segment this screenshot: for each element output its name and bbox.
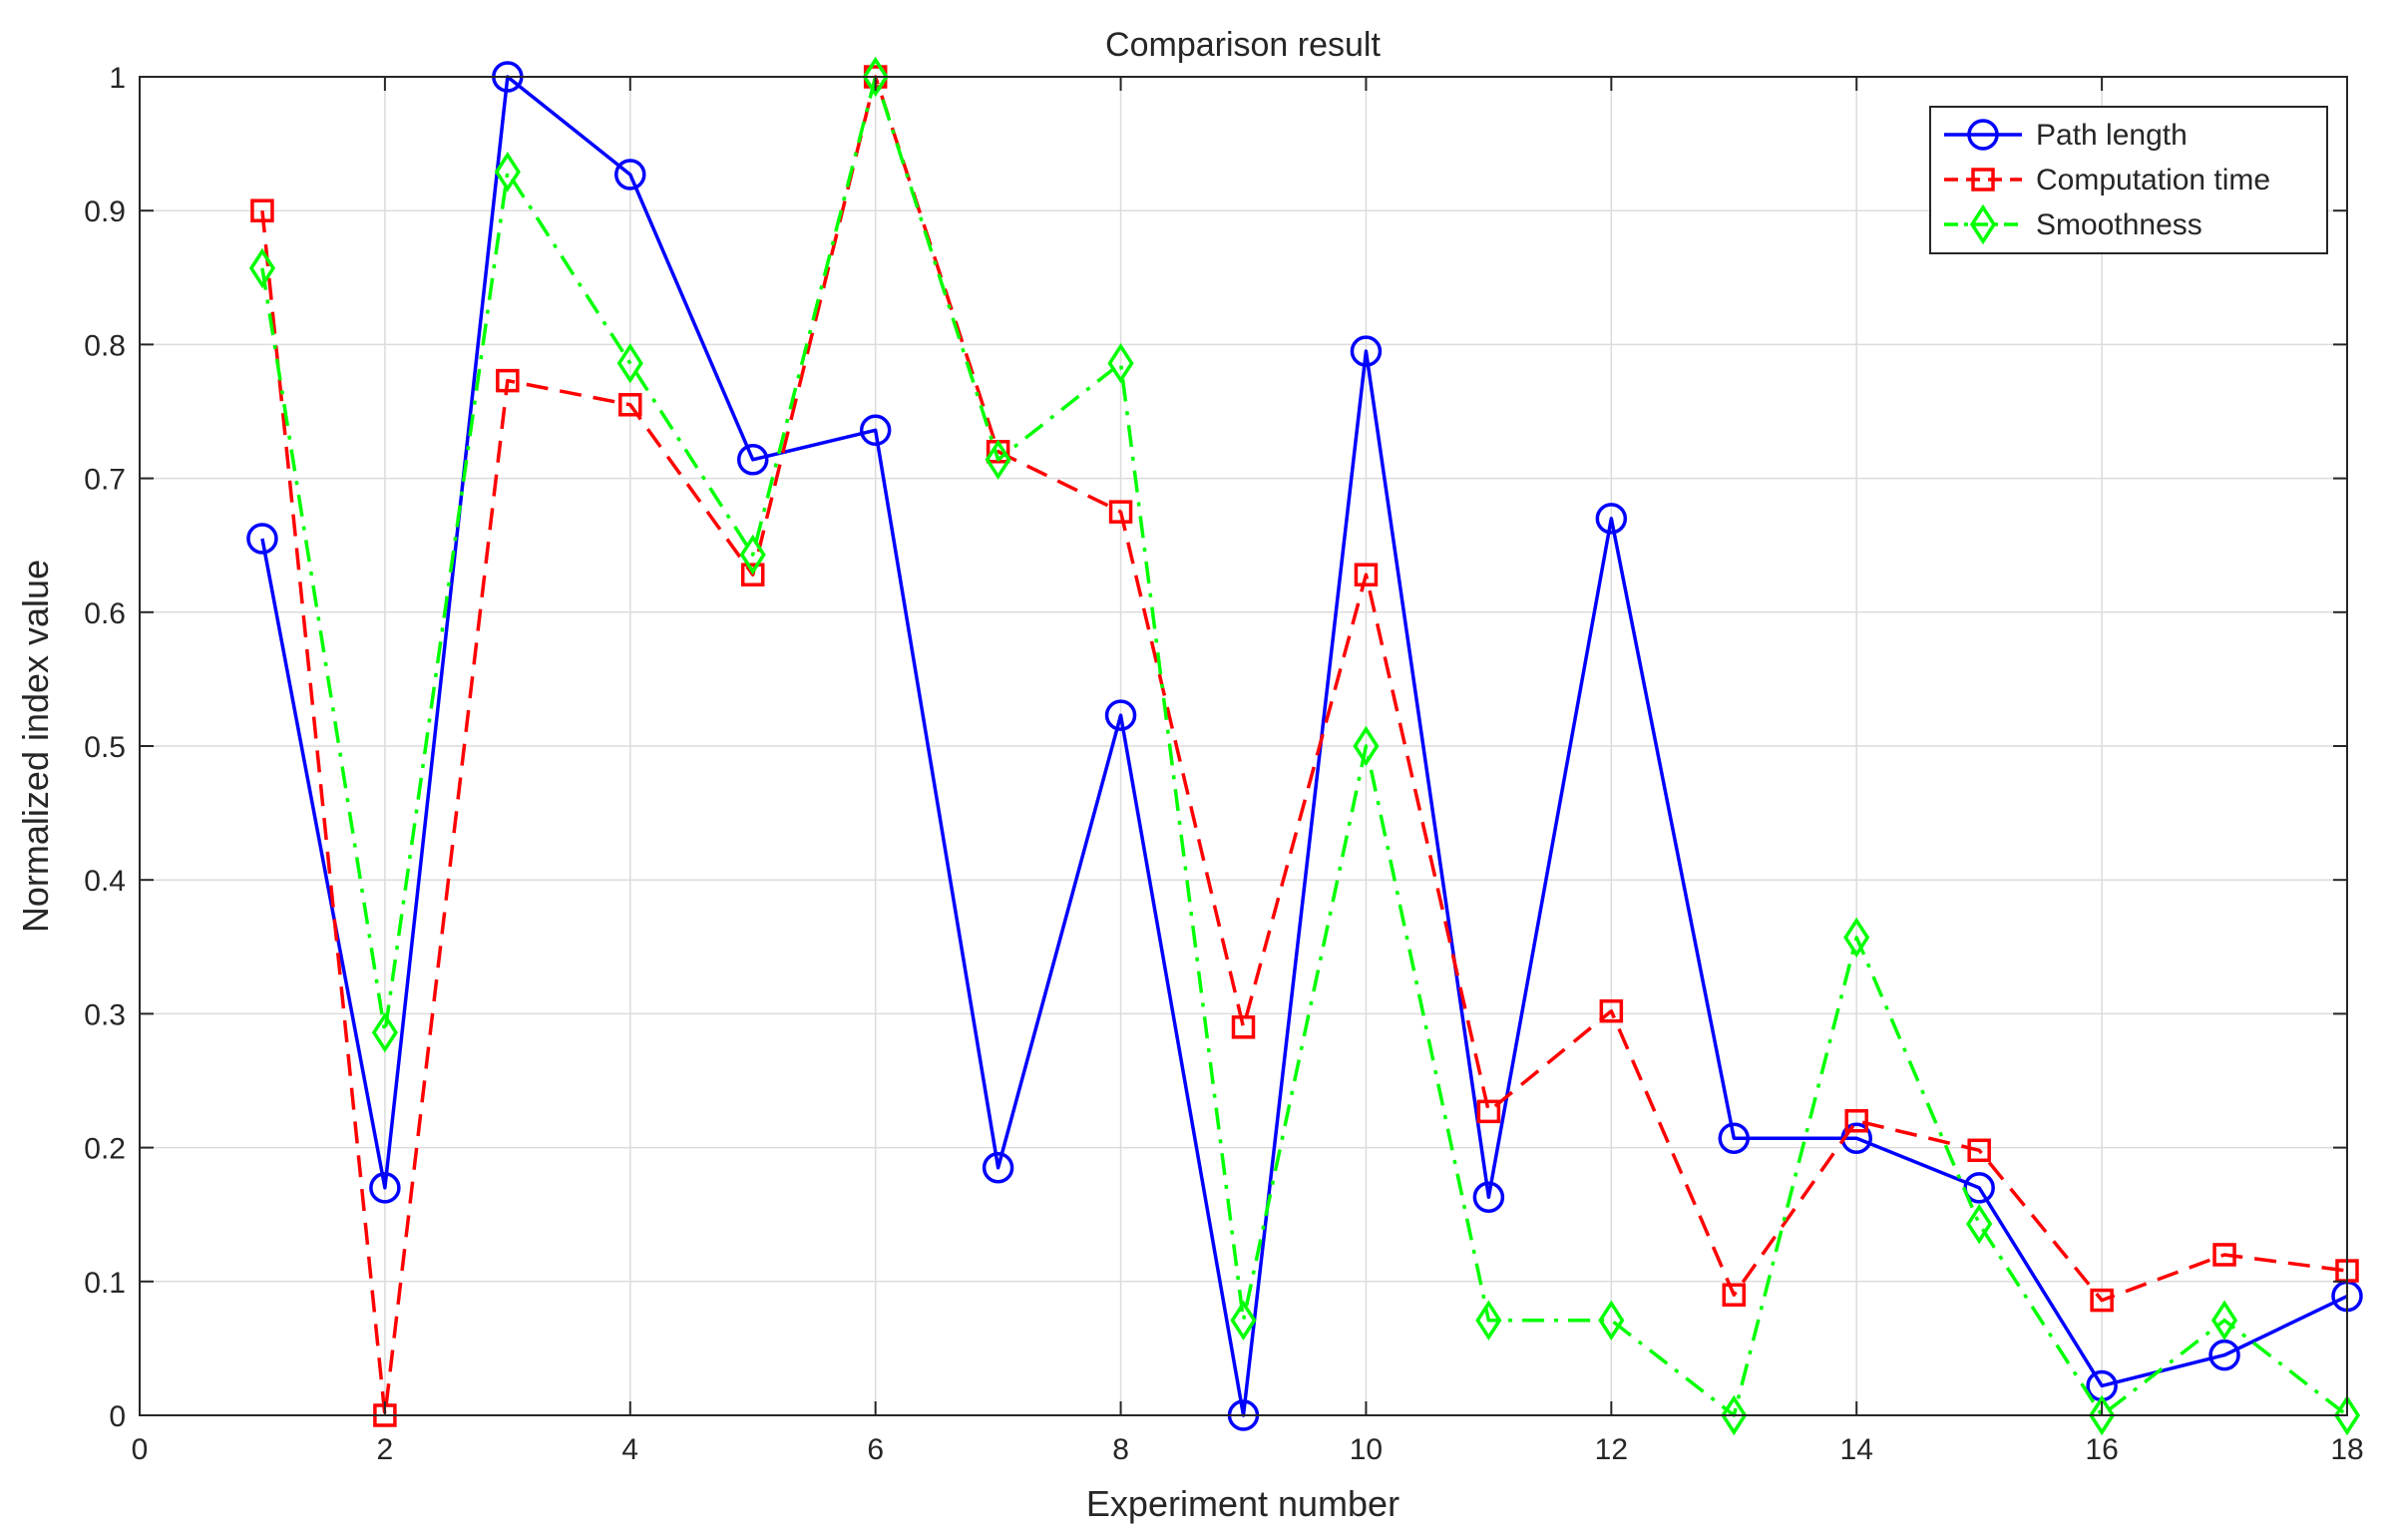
y-axis-label: Normalized index value xyxy=(15,560,56,933)
y-tick-label: 1 xyxy=(109,62,126,95)
x-tick-label: 10 xyxy=(1350,1433,1383,1466)
data-point xyxy=(248,247,276,289)
data-point xyxy=(1476,1099,1501,1124)
series-line xyxy=(260,75,2349,1417)
data-point xyxy=(1844,1109,1868,1133)
legend-marker xyxy=(1969,203,1997,245)
legend: Path length Computation time Smoothness xyxy=(1929,106,2328,254)
series-smoothness xyxy=(248,56,2361,1436)
data-point xyxy=(985,439,1011,481)
legend-label: Computation time xyxy=(2036,164,2270,196)
data-point xyxy=(1354,563,1379,586)
legend-entry: Path length xyxy=(1944,119,2188,152)
data-point xyxy=(2089,1394,2116,1436)
data-point xyxy=(2208,1339,2240,1371)
data-point xyxy=(1966,1203,1993,1245)
data-point xyxy=(862,56,889,98)
data-point xyxy=(614,159,646,191)
data-point xyxy=(739,534,766,576)
series-line xyxy=(260,75,2348,1417)
data-point xyxy=(1718,1122,1751,1154)
data-point xyxy=(618,393,642,417)
y-tick-label: 0.4 xyxy=(84,865,126,898)
series-line xyxy=(260,75,2348,1417)
y-tick-label: 0.8 xyxy=(84,329,126,362)
chart-title: Comparison result xyxy=(1105,26,1381,64)
x-tick-label: 8 xyxy=(1112,1433,1129,1466)
ticks: 0 2 4 6 8 10 12 14 16 18 0 0.1 0.2 0.3 0.4 0.5 0.6 0.7 0.8… xyxy=(84,62,2363,1466)
x-tick-label: 14 xyxy=(1840,1433,1873,1466)
legend-label: Path length xyxy=(2036,119,2188,152)
data-point xyxy=(2090,1288,2114,1313)
y-tick-label: 0.6 xyxy=(84,597,126,630)
data-point xyxy=(1104,699,1137,731)
data-point xyxy=(1595,503,1628,535)
data-point xyxy=(1107,342,1134,384)
data-point xyxy=(1231,1015,1256,1039)
data-point xyxy=(369,1172,401,1204)
data-point xyxy=(1472,1181,1505,1214)
x-axis-label: Experiment number xyxy=(1086,1483,1399,1524)
x-tick-label: 18 xyxy=(2330,1433,2363,1466)
x-tick-label: 2 xyxy=(377,1433,394,1466)
data-point xyxy=(859,414,892,447)
data-point xyxy=(1475,1300,1502,1341)
y-tick-label: 0.1 xyxy=(84,1267,126,1300)
data-point xyxy=(2212,1243,2236,1267)
data-point xyxy=(246,523,278,555)
x-tick-label: 4 xyxy=(621,1433,638,1466)
data-point xyxy=(250,198,274,222)
legend-marker xyxy=(1967,119,1999,151)
y-tick-label: 0.3 xyxy=(84,998,126,1031)
x-tick-label: 6 xyxy=(867,1433,884,1466)
data-point xyxy=(1230,1300,1257,1341)
data-point xyxy=(1843,917,1870,959)
data-point xyxy=(494,152,521,192)
data-point xyxy=(740,563,765,586)
data-point xyxy=(1722,1283,1747,1307)
legend-marker xyxy=(1971,168,1995,192)
data-point xyxy=(1353,725,1380,767)
legend-label: Smoothness xyxy=(2036,208,2202,241)
y-tick-label: 0.7 xyxy=(84,464,126,497)
data-point xyxy=(1108,500,1133,524)
data-point xyxy=(496,368,520,393)
data-point xyxy=(2210,1300,2238,1341)
data-point xyxy=(982,1151,1014,1184)
data-point xyxy=(1967,1138,1991,1163)
x-tick-label: 12 xyxy=(1595,1433,1628,1466)
x-tick-label: 16 xyxy=(2085,1433,2118,1466)
y-tick-label: 0.2 xyxy=(84,1133,126,1166)
data-point xyxy=(1350,335,1383,367)
legend-entry: Computation time xyxy=(1944,164,2270,196)
data-point xyxy=(1721,1394,1748,1436)
data-point xyxy=(371,1011,398,1053)
y-tick-label: 0.5 xyxy=(84,731,126,764)
x-tick-label: 0 xyxy=(132,1433,149,1466)
legend-entry: Smoothness xyxy=(1944,203,2202,245)
data-point xyxy=(616,342,643,384)
data-point xyxy=(1599,998,1624,1023)
y-tick-label: 0 xyxy=(109,1400,126,1433)
y-tick-label: 0.9 xyxy=(84,195,126,228)
data-point xyxy=(2333,1394,2361,1436)
data-point xyxy=(1598,1300,1625,1341)
data-point xyxy=(736,444,769,476)
